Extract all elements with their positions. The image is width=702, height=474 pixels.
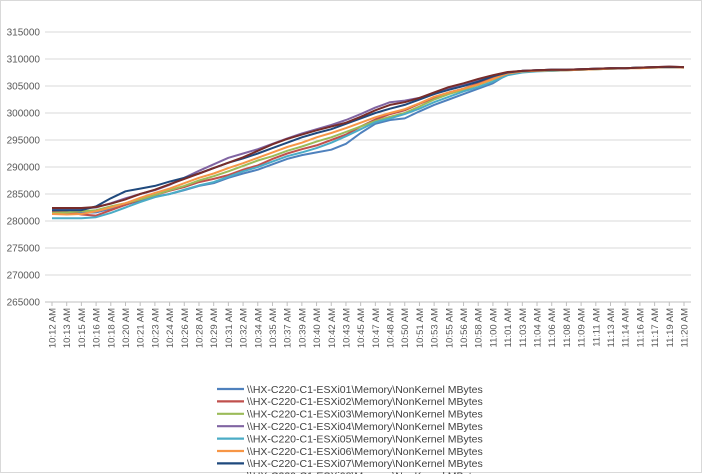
x-tick-label: 11:06 AM: [547, 308, 558, 348]
x-tick-label: 10:26 AM: [180, 308, 191, 348]
x-tick-label: 10:12 AM: [48, 308, 59, 348]
series-line-7: [52, 66, 684, 212]
x-tick-label: 11:04 AM: [533, 308, 544, 348]
x-tick-label: 10:48 AM: [386, 308, 397, 348]
x-tick-label: 10:16 AM: [92, 308, 103, 348]
x-tick-label: 10:53 AM: [430, 308, 441, 348]
legend-entry-label: \\HX-C220-C1-ESXi07\Memory\NonKernel MBy…: [247, 458, 483, 470]
x-tick-label: 10:34 AM: [253, 308, 264, 348]
x-tick-label: 10:29 AM: [209, 308, 220, 348]
x-tick-label: 10:55 AM: [444, 308, 455, 348]
x-tick-label: 11:17 AM: [650, 308, 661, 348]
x-tick-label: 10:28 AM: [194, 308, 205, 348]
x-tick-label: 10:40 AM: [312, 308, 323, 348]
legend-entry-label: \\HX-C220-C1-ESXi05\Memory\NonKernel MBy…: [247, 433, 483, 445]
y-tick-label: 280000: [7, 217, 41, 228]
y-tick-label: 315000: [7, 28, 41, 39]
x-tick-label: 10:50 AM: [400, 308, 411, 348]
x-tick-label: 10:13 AM: [62, 308, 73, 348]
legend-entry-label: \\HX-C220-C1-ESXi03\Memory\NonKernel MBy…: [247, 409, 483, 421]
legend-entry-label: \\HX-C220-C1-ESXi08\Memory\NonKernel MBy…: [247, 471, 483, 474]
y-tick-label: 310000: [7, 55, 41, 66]
x-tick-label: 10:37 AM: [283, 308, 294, 348]
x-tick-label: 10:47 AM: [371, 308, 382, 348]
x-tick-label: 10:45 AM: [356, 308, 367, 348]
gridlines: [45, 31, 691, 303]
x-tick-label: 10:35 AM: [268, 308, 279, 348]
x-tick-label: 11:09 AM: [577, 308, 588, 348]
legend-entry-label: \\HX-C220-C1-ESXi01\Memory\NonKernel MBy…: [247, 384, 483, 396]
x-tick-label: 10:24 AM: [165, 308, 176, 348]
series-line-8: [52, 65, 685, 209]
legend: \\HX-C220-C1-ESXi01\Memory\NonKernel MBy…: [217, 384, 483, 474]
x-tick-label: 11:01 AM: [503, 308, 514, 348]
y-tick-label: 265000: [7, 298, 41, 309]
x-tick-label: 11:11 AM: [591, 308, 602, 347]
x-axis-ticks: 10:12 AM 10:13 AM 10:15 AM 10:16 AM 10:18 AM…: [48, 308, 691, 348]
x-tick-label: 10:18 AM: [106, 308, 117, 348]
y-tick-label: 275000: [7, 244, 41, 255]
axes: [45, 301, 691, 306]
x-tick-label: 10:51 AM: [415, 308, 426, 348]
x-tick-label: 10:20 AM: [121, 308, 132, 348]
x-tick-label: 10:39 AM: [297, 308, 308, 348]
x-tick-label: 10:42 AM: [327, 308, 338, 348]
x-tick-label: 10:56 AM: [459, 308, 470, 348]
x-tick-label: 10:15 AM: [77, 308, 88, 348]
y-tick-label: 290000: [7, 163, 41, 174]
legend-entry-label: \\HX-C220-C1-ESXi04\Memory\NonKernel MBy…: [247, 421, 483, 433]
legend-entry-label: \\HX-C220-C1-ESXi06\Memory\NonKernel MBy…: [247, 446, 483, 458]
x-tick-label: 11:19 AM: [665, 308, 676, 348]
series-lines: [51, 65, 685, 220]
y-tick-label: 305000: [7, 82, 41, 93]
y-tick-label: 285000: [7, 190, 41, 201]
x-tick-label: 11:16 AM: [635, 308, 646, 348]
x-tick-label: 10:31 AM: [224, 308, 235, 348]
x-tick-label: 10:58 AM: [474, 308, 485, 348]
x-tick-label: 10:43 AM: [341, 308, 352, 348]
legend-entry-label: \\HX-C220-C1-ESXi02\Memory\NonKernel MBy…: [247, 396, 483, 408]
y-axis-ticks: 265000 270000 275000 280000 285000 290000 2950…: [7, 28, 41, 309]
x-tick-label: 10:32 AM: [239, 308, 250, 348]
y-tick-label: 270000: [7, 271, 41, 282]
x-tick-label: 11:20 AM: [680, 308, 691, 348]
x-tick-label: 11:00 AM: [488, 308, 499, 348]
x-tick-label: 11:14 AM: [621, 308, 632, 348]
x-tick-label: 11:13 AM: [606, 308, 617, 348]
y-tick-label: 300000: [7, 109, 41, 120]
x-tick-label: 11:03 AM: [518, 308, 529, 348]
x-tick-label: 10:21 AM: [136, 308, 147, 348]
x-tick-label: 11:08 AM: [562, 308, 573, 348]
y-tick-label: 295000: [7, 136, 41, 147]
x-tick-label: 10:23 AM: [150, 308, 161, 348]
